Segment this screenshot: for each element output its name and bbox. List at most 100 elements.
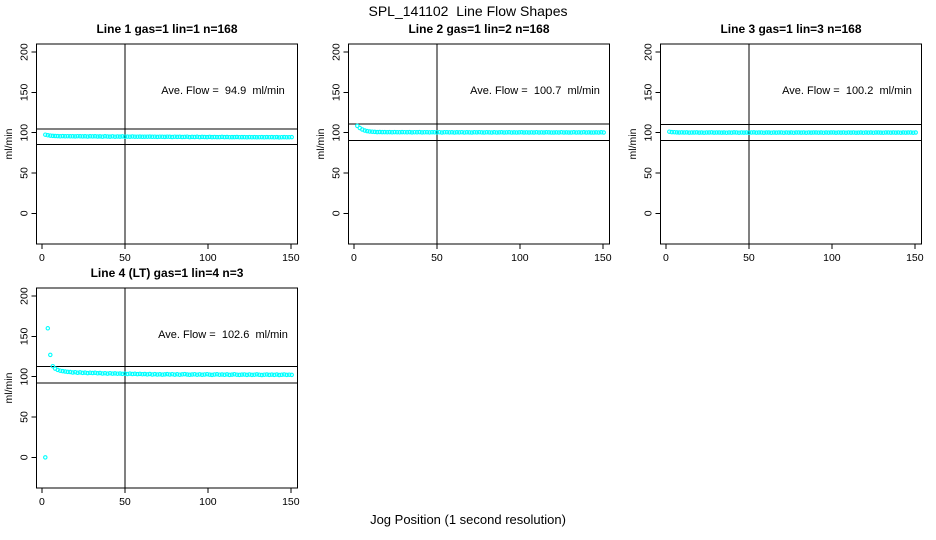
flow-point <box>389 130 395 135</box>
flow-point <box>252 134 257 140</box>
reference-lines <box>36 288 298 488</box>
flow-point <box>691 130 697 135</box>
flow-point <box>681 130 687 135</box>
flow-point <box>464 130 470 135</box>
flow-point <box>474 130 480 135</box>
x-tick-label: 0 <box>39 496 45 508</box>
flow-point <box>836 130 841 135</box>
flow-point <box>427 130 432 135</box>
flow-point <box>77 370 83 375</box>
flow-point <box>556 130 562 135</box>
flow-point <box>212 372 217 377</box>
flow-point <box>598 130 604 135</box>
flow-point <box>721 130 727 135</box>
flow-point <box>539 130 544 135</box>
flow-point <box>167 134 172 140</box>
x-tick-label: 50 <box>119 496 131 508</box>
flow-point <box>189 134 195 140</box>
ave-flow-annotation-line2: Ave. Flow = 100.7 ml/min <box>470 85 600 97</box>
x-tick-label: 150 <box>282 252 300 264</box>
flow-point <box>192 134 197 140</box>
flow-point <box>289 134 294 140</box>
flow-point <box>903 130 908 135</box>
flow-point <box>217 134 222 140</box>
flow-point <box>571 130 577 135</box>
flow-point <box>120 371 125 377</box>
flow-point <box>601 130 606 135</box>
flow-point <box>142 134 148 139</box>
panel-line3: 0 50 100 150 0 50 100 150 200 ml/min Line 3 gas=1… <box>624 22 936 266</box>
flow-point <box>734 130 739 135</box>
flow-point <box>127 371 133 376</box>
flow-point <box>374 129 380 135</box>
y-tick-label: 50 <box>643 167 655 179</box>
flow-point <box>162 134 168 140</box>
flow-point <box>672 129 677 135</box>
flow-point <box>177 372 182 377</box>
panel-title-line1: Line 1 gas=1 lin=1 n=168 <box>96 22 238 36</box>
flow-point <box>87 134 93 139</box>
flow-point <box>72 369 78 375</box>
flow-point <box>45 326 51 331</box>
flow-point <box>793 130 799 135</box>
flow-point <box>524 130 529 135</box>
flow-point <box>554 130 559 135</box>
flow-point <box>521 130 527 135</box>
flow-point <box>696 130 702 135</box>
flow-point <box>132 134 138 139</box>
flow-point <box>214 134 220 140</box>
flow-point <box>257 372 262 378</box>
flow-point <box>150 372 155 377</box>
y-tick-label: 200 <box>19 287 31 305</box>
flow-point <box>189 372 195 377</box>
flow-point <box>132 371 138 377</box>
flow-point <box>384 129 390 135</box>
flow-point <box>731 130 737 135</box>
flow-point <box>267 134 272 140</box>
y-tick-label: 150 <box>643 83 655 101</box>
x-axis-label: Jog Position (1 second resolution) <box>370 512 566 527</box>
flow-point <box>97 370 103 376</box>
flow-point <box>65 369 70 375</box>
flow-point <box>467 130 472 135</box>
flow-point <box>177 134 182 140</box>
flow-point <box>237 134 242 140</box>
flow-point <box>848 130 854 135</box>
flow-point <box>419 130 425 135</box>
flow-point <box>92 370 98 376</box>
flow-point <box>586 130 592 135</box>
flow-point <box>145 372 150 377</box>
flow-point <box>818 130 824 135</box>
flow-point <box>816 130 821 135</box>
x-tick-label: 100 <box>823 252 841 264</box>
plot-box <box>660 43 922 245</box>
flow-point <box>432 130 437 135</box>
plot-canvas-line2: 0 50 100 150 0 50 100 150 200 ml/min <box>315 43 612 264</box>
flow-point <box>679 130 684 135</box>
flow-point <box>272 135 277 140</box>
flow-point <box>551 130 557 135</box>
flow-point <box>117 371 123 376</box>
flow-point <box>197 372 202 377</box>
flow-point <box>501 130 507 135</box>
flow-point <box>412 129 417 135</box>
y-tick-label: 100 <box>331 124 343 142</box>
flow-point <box>881 130 886 135</box>
flow-point <box>843 130 849 135</box>
data-points <box>667 129 918 135</box>
flow-point <box>564 130 569 135</box>
flow-point <box>147 371 153 377</box>
flow-point <box>252 372 257 377</box>
plot-box <box>348 43 610 245</box>
flow-point <box>439 130 445 135</box>
flow-point <box>202 372 207 377</box>
flow-point <box>70 370 75 375</box>
reference-lines <box>348 44 610 244</box>
flow-point <box>142 371 148 377</box>
flow-point <box>888 130 894 135</box>
flow-point <box>704 130 709 135</box>
flow-point <box>574 130 579 135</box>
flow-point <box>204 134 210 140</box>
flow-point <box>531 130 537 135</box>
ave-flow-annotation-line3: Ave. Flow = 100.2 ml/min <box>782 85 912 97</box>
